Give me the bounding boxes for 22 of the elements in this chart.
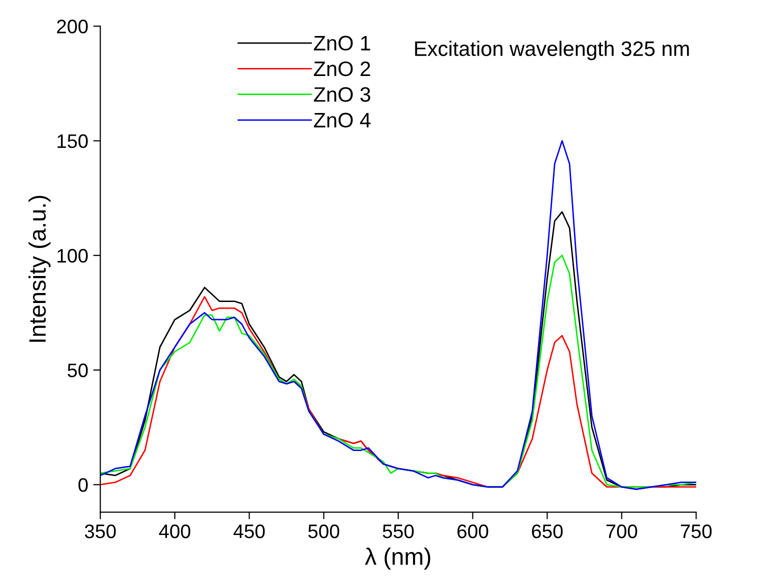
- y-tick-label: 200: [57, 20, 88, 34]
- line-series: [100, 140, 696, 490]
- legend-label: ZnO 2: [314, 61, 370, 76]
- x-axis-title: λ (nm): [364, 548, 430, 570]
- x-tick-label: 650: [532, 524, 563, 538]
- y-tick-label: 0: [78, 478, 88, 492]
- legend-label: ZnO 3: [314, 87, 370, 102]
- x-tick-label: 450: [234, 524, 265, 538]
- x-tick-label: 700: [606, 524, 638, 538]
- x-tick-label: 550: [382, 524, 414, 538]
- y-tick-label: 50: [68, 364, 88, 378]
- x-tick-label: 350: [84, 524, 116, 538]
- y-tick-label: 150: [58, 134, 88, 148]
- x-tick-label: 400: [159, 524, 190, 538]
- y-axis-title: Intensity (a.u.): [28, 196, 51, 342]
- annotation: Excitation wavelength 325 nm: [415, 40, 689, 60]
- legend-label: ZnO 1: [314, 36, 370, 51]
- x-tick-label: 600: [457, 524, 488, 538]
- y-tick-label: 100: [58, 248, 88, 263]
- x-tick-label: 750: [680, 524, 712, 538]
- x-tick-label: 500: [308, 524, 340, 538]
- legend-label: ZnO 4: [314, 112, 371, 128]
